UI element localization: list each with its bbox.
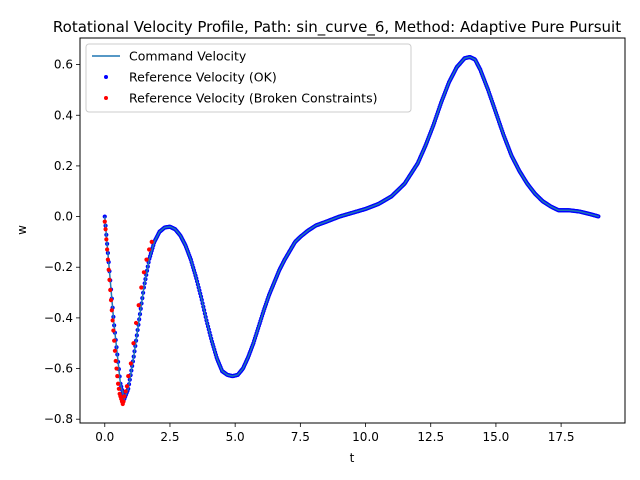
reference-broken-point — [102, 219, 107, 224]
y-tick-label: −0.2 — [44, 260, 73, 274]
axes-frame — [79, 37, 626, 424]
y-axis: −0.8 −0.6 −0.4 −0.2 0.0 0.2 0.4 0.6 — [44, 58, 80, 426]
x-axis-label: t — [350, 451, 355, 465]
reference-broken-point — [141, 270, 146, 275]
reference-broken-point — [108, 287, 113, 293]
reference-broken-point — [126, 374, 131, 379]
reference-broken-point — [112, 348, 118, 353]
y-tick-label: 0.6 — [54, 58, 73, 72]
x-tick-label: 5.0 — [226, 430, 245, 444]
legend-swatch-reference-broken — [104, 96, 108, 100]
reference-broken-point — [103, 227, 108, 232]
plot-area — [102, 55, 601, 407]
reference-broken-point — [106, 267, 111, 272]
series-reference-broken — [102, 219, 154, 407]
legend: Command Velocity Reference Velocity (OK)… — [85, 43, 412, 113]
y-tick-label: 0.2 — [54, 159, 73, 173]
reference-broken-point — [111, 328, 116, 333]
reference-broken-point — [121, 399, 126, 404]
reference-broken-point — [104, 237, 109, 242]
reference-broken-point — [147, 247, 152, 252]
y-tick-label: −0.8 — [44, 412, 73, 426]
y-tick-label: 0.4 — [54, 108, 73, 122]
reference-broken-point — [116, 386, 121, 391]
legend-label-command-velocity: Command Velocity — [129, 49, 247, 64]
reference-broken-point — [108, 298, 114, 303]
reference-broken-point — [123, 389, 128, 394]
x-tick-label: 7.5 — [291, 430, 310, 444]
reference-broken-point — [107, 277, 112, 282]
reference-broken-point — [115, 381, 121, 386]
reference-broken-point — [136, 303, 141, 308]
legend-label-reference-broken: Reference Velocity (Broken Constraints) — [129, 91, 377, 106]
y-tick-label: −0.4 — [44, 311, 73, 325]
reference-broken-point — [114, 366, 119, 371]
y-axis-label: w — [15, 225, 29, 235]
reference-broken-point — [124, 384, 130, 389]
reference-broken-point — [115, 374, 120, 379]
chart-title: Rotational Velocity Profile, Path: sin_c… — [53, 18, 621, 37]
reference-broken-point — [105, 247, 110, 252]
y-tick-label: −0.6 — [44, 362, 73, 376]
legend-label-reference-ok: Reference Velocity (OK) — [129, 70, 277, 85]
reference-broken-point — [131, 341, 136, 346]
legend-swatch-reference-ok — [104, 75, 108, 79]
reference-broken-point — [109, 308, 114, 313]
x-tick-label: 2.5 — [160, 430, 179, 444]
legend-frame — [85, 43, 412, 113]
x-axis: 0.0 2.5 5.0 7.5 10.0 12.5 15.0 17.5 — [95, 423, 574, 444]
reference-broken-point — [139, 285, 144, 290]
reference-broken-point — [112, 338, 117, 343]
reference-broken-point — [128, 361, 133, 366]
reference-broken-point — [133, 320, 139, 326]
reference-broken-point — [113, 358, 118, 364]
x-tick-label: 0.0 — [95, 430, 114, 444]
x-tick-label: 17.5 — [548, 430, 575, 444]
x-tick-label: 10.0 — [352, 430, 379, 444]
y-tick-label: 0.0 — [54, 210, 73, 224]
series-command-velocity-line — [104, 56, 600, 402]
reference-broken-point — [122, 394, 127, 399]
x-tick-label: 15.0 — [483, 430, 510, 444]
x-tick-label: 12.5 — [417, 430, 444, 444]
reference-broken-point — [105, 257, 110, 262]
reference-broken-point — [144, 257, 149, 262]
reference-broken-point — [149, 239, 154, 244]
reference-broken-point — [110, 318, 115, 323]
